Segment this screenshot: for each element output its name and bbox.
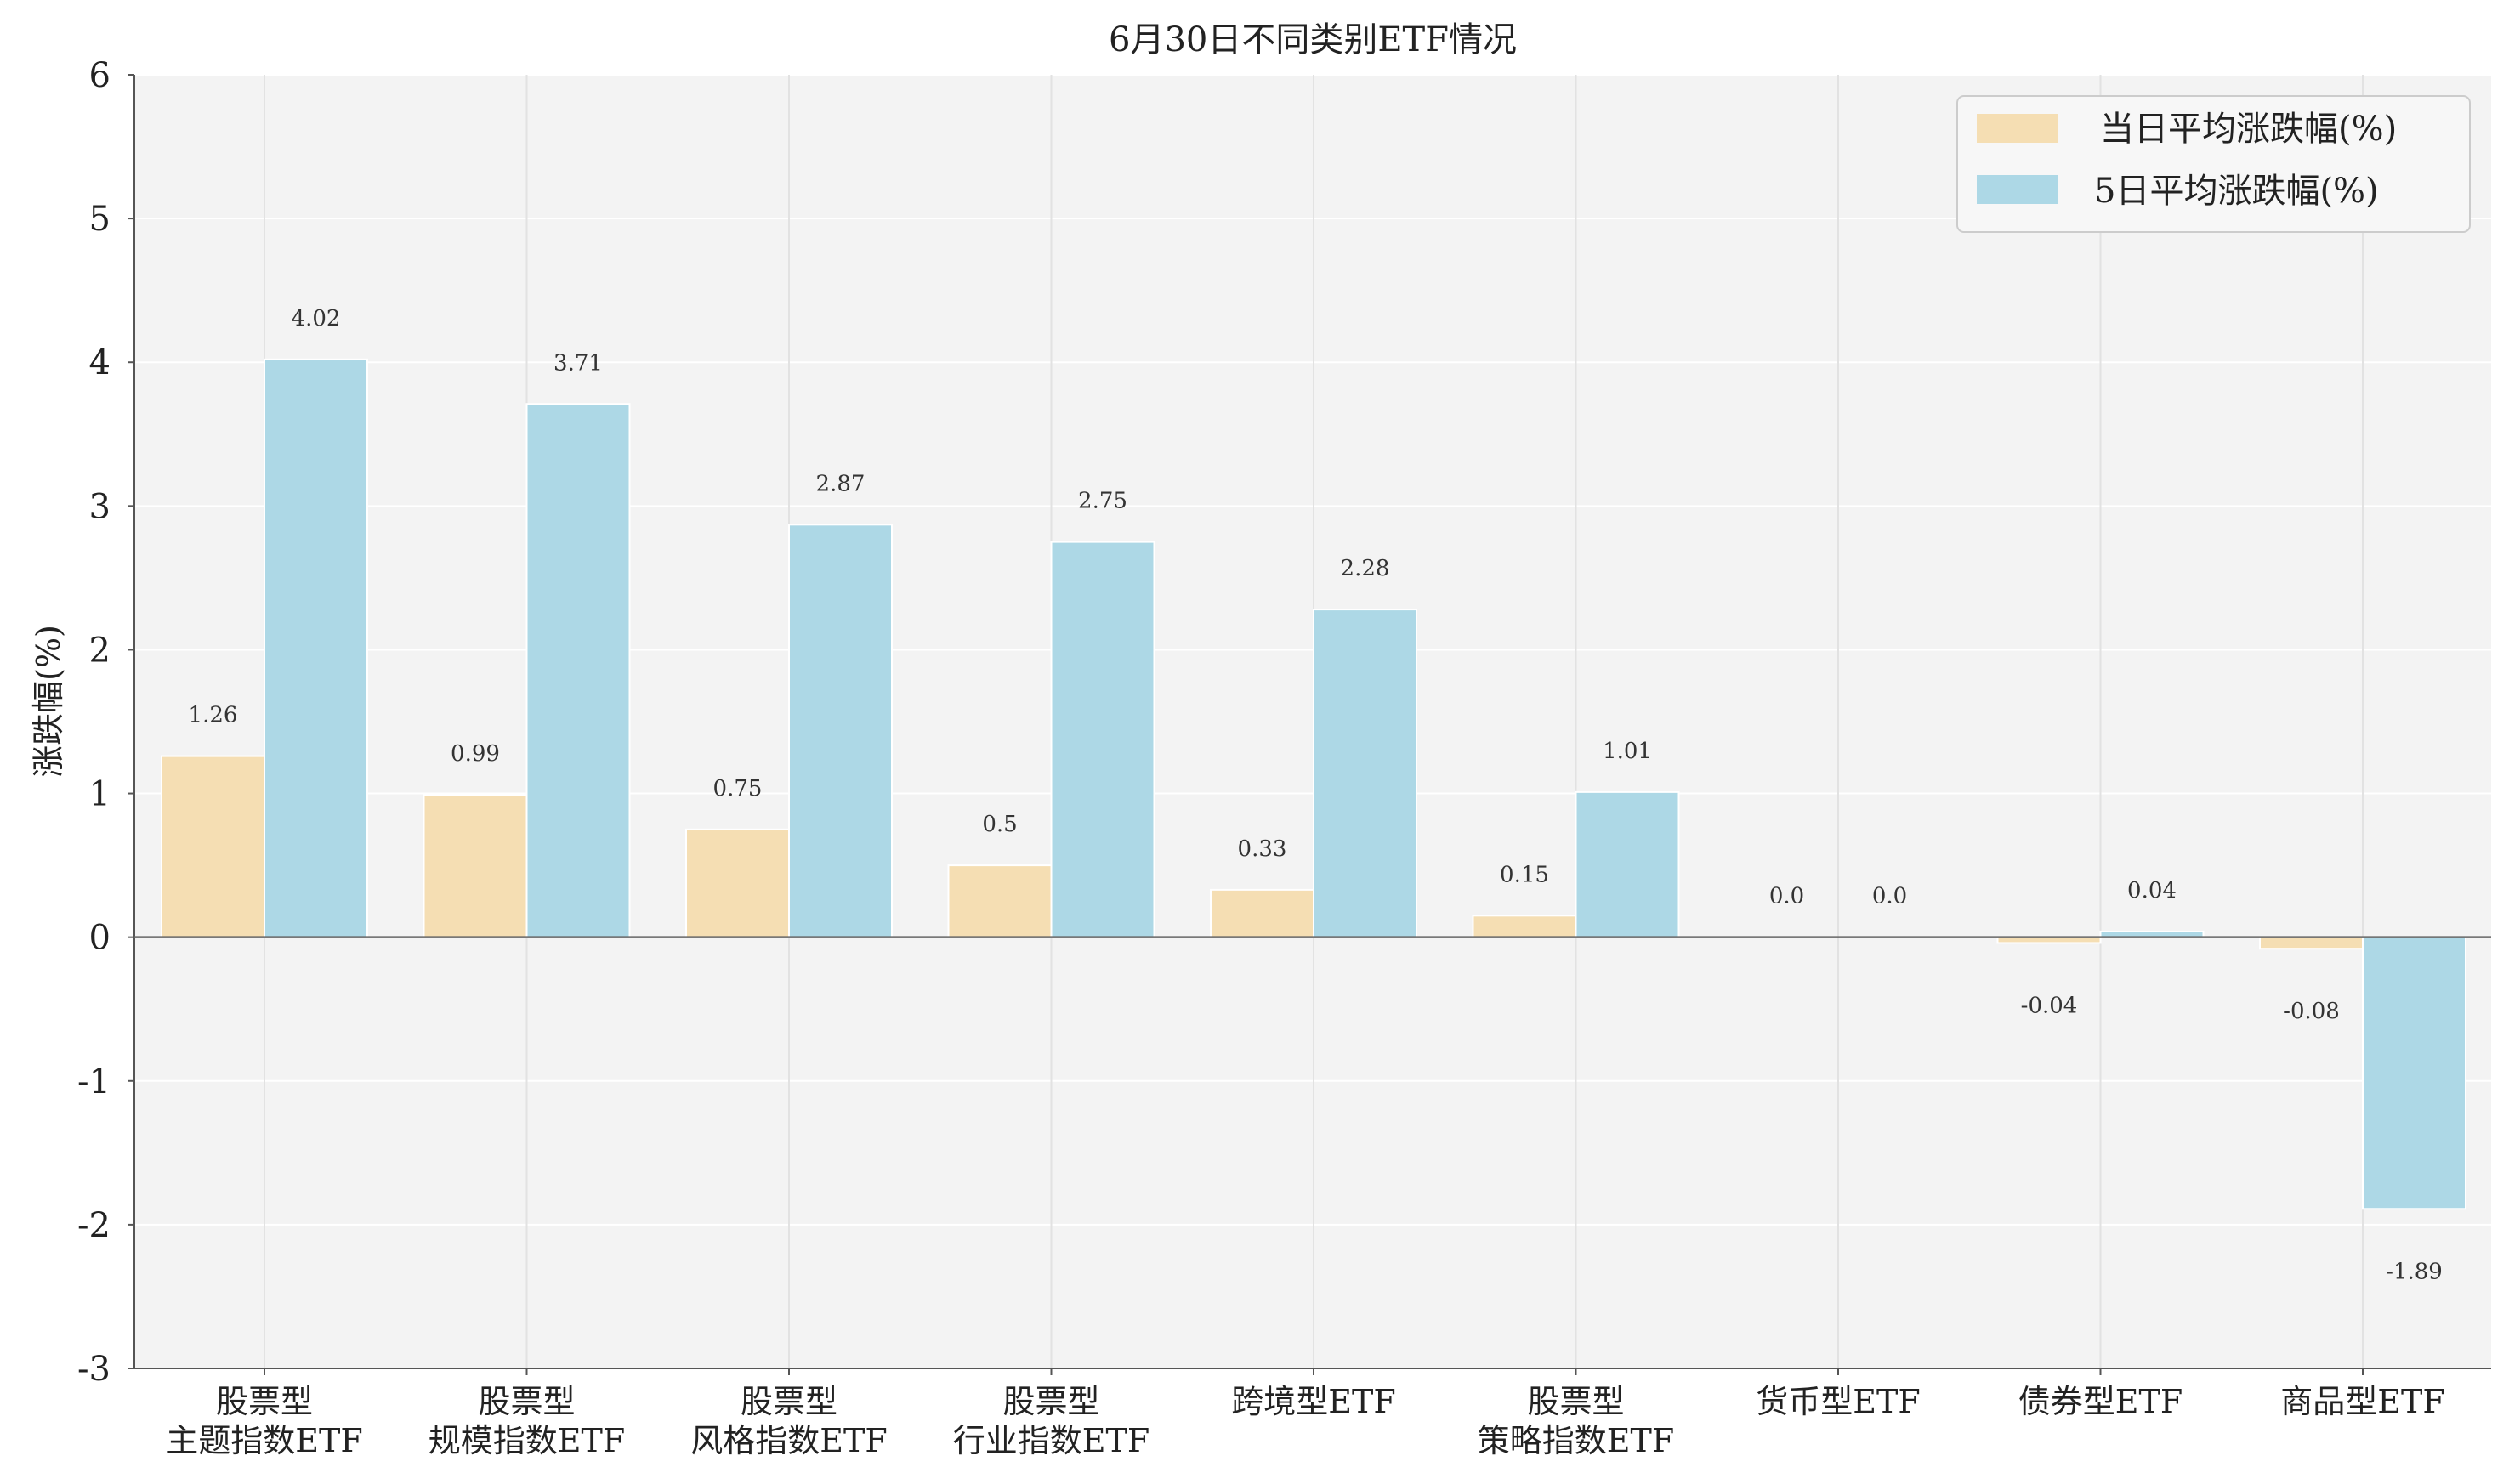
x-tick-label: 股票型 [216,1383,313,1420]
data-label-daily: -0.04 [2021,993,2078,1018]
x-tick-label: 股票型 [478,1383,575,1420]
data-label-5day: 3.71 [553,350,603,376]
legend: 当日平均涨跌幅(%) 5日平均涨跌幅(%) [1956,95,2471,233]
x-tick-label: 规模指数ETF [429,1422,625,1459]
y-tick-label: 6 [89,56,111,95]
legend-label-daily: 当日平均涨跌幅(%) [2100,110,2397,149]
y-tick-label: -2 [77,1206,111,1245]
data-label-5day: 4.02 [292,306,341,331]
data-label-5day: 2.28 [1341,556,1390,581]
data-label-daily: 0.0 [1769,884,1804,909]
bar-daily [161,755,265,938]
data-label-daily: 0.15 [1500,862,1549,887]
x-tick-label: 商品型ETF [2280,1383,2444,1420]
x-tick-label: 策略指数ETF [1478,1422,1674,1459]
bar-daily [1472,915,1577,938]
bar-5day [1575,790,1680,938]
bar-daily [2259,936,2364,950]
x-tick-label: 股票型 [1527,1383,1624,1420]
data-label-5day: 0.0 [1872,884,1907,909]
y-tick-label: 0 [89,919,111,958]
bar-5day [788,524,893,938]
y-tick-label: -1 [77,1062,111,1102]
y-tick-label: 4 [89,343,111,382]
bar-5day [1050,541,1155,938]
chart-title: 6月30日不同类别ETF情况 [1109,20,1517,59]
data-label-5day: 2.75 [1078,489,1127,514]
bar-daily [685,828,790,938]
legend-box [1956,95,2471,233]
y-tick-label: 3 [89,487,111,526]
data-label-5day: 2.87 [816,471,866,496]
bar-5day [2362,936,2466,1210]
data-label-daily: 0.99 [451,741,500,767]
x-tick-label: 主题指数ETF [166,1422,362,1459]
bar-5day [1313,609,1417,938]
y-tick-label: 1 [89,775,111,814]
bar-layer [161,358,2466,1210]
x-tick-label: 风格指数ETF [690,1422,887,1459]
data-label-daily: 1.26 [189,703,238,728]
data-label-daily: 0.5 [982,812,1017,837]
data-label-5day: 1.01 [1603,739,1652,764]
x-tick-label: 跨境型ETF [1231,1383,1395,1420]
bar-5day [264,358,368,938]
bar-daily [1210,888,1314,938]
bar-5day [525,403,631,938]
data-label-daily: 0.75 [713,776,763,801]
y-tick-label: 5 [89,200,111,239]
y-axis-label: 涨跌幅(%) [30,625,67,778]
legend-swatch-daily [1977,114,2058,143]
bar-daily [423,794,528,938]
legend-swatch-5day [1977,175,2058,204]
data-label-5day: 0.04 [2127,878,2177,903]
data-label-layer: 1.26 0.99 0.75 0.5 0.33 0.15 0.0 -0.04 -0.08 4.02… [189,306,2443,1284]
y-tick-layer: -3 -2 -1 0 1 2 3 4 5 6 [77,56,134,1389]
data-label-daily: -0.08 [2283,999,2340,1024]
x-tick-label: 债券型ETF [2018,1383,2183,1420]
bar-daily [947,864,1053,938]
legend-label-5day: 5日平均涨跌幅(%) [2094,172,2379,211]
x-tick-label: 行业指数ETF [953,1422,1149,1459]
x-tick-label: 货币型ETF [1756,1383,1920,1420]
x-tick-layer: 股票型主题指数ETF股票型规模指数ETF股票型风格指数ETF股票型行业指数ETF… [166,1368,2445,1459]
x-tick-label: 股票型 [1002,1383,1099,1420]
data-label-daily: 0.33 [1238,836,1287,862]
x-tick-label: 股票型 [741,1383,837,1420]
y-tick-label: 2 [89,631,111,670]
data-label-5day: -1.89 [2386,1259,2443,1284]
y-tick-label: -3 [77,1350,111,1389]
